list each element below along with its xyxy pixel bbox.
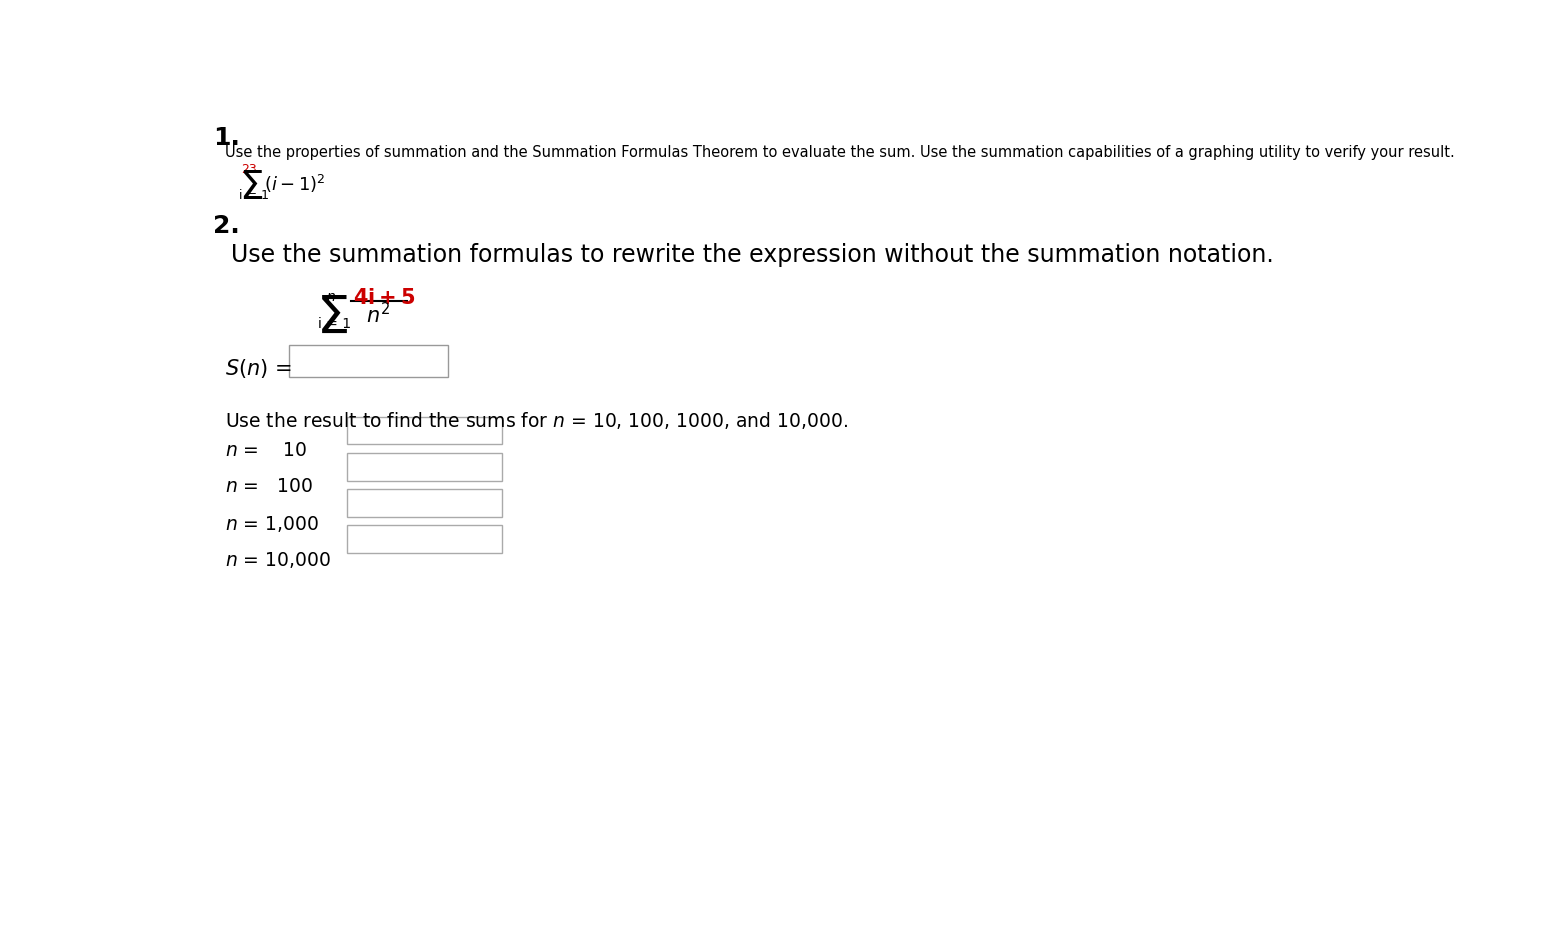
Bar bbox=[347, 525, 502, 553]
Text: $\Sigma$: $\Sigma$ bbox=[317, 293, 348, 345]
Text: 1.: 1. bbox=[213, 125, 240, 149]
Text: $S(n)$ =: $S(n)$ = bbox=[226, 356, 292, 380]
Text: Use the result to find the sums for $n$ = 10, 100, 1000, and 10,000.: Use the result to find the sums for $n$ … bbox=[226, 410, 848, 431]
Bar bbox=[289, 345, 448, 377]
Text: 23: 23 bbox=[241, 163, 257, 177]
Text: $(i - 1)^2$: $(i - 1)^2$ bbox=[263, 173, 326, 195]
Text: $\mathbf{4i + 5}$: $\mathbf{4i + 5}$ bbox=[353, 288, 416, 308]
Text: $\Sigma$: $\Sigma$ bbox=[238, 169, 263, 207]
Text: 2.: 2. bbox=[213, 214, 240, 238]
Text: Use the properties of summation and the Summation Formulas Theorem to evaluate t: Use the properties of summation and the … bbox=[226, 144, 1455, 160]
Text: $n$ = 1,000: $n$ = 1,000 bbox=[226, 514, 320, 534]
Text: $n$ = 10,000: $n$ = 10,000 bbox=[226, 550, 331, 570]
Bar bbox=[347, 417, 502, 445]
Bar bbox=[347, 489, 502, 517]
Text: $n$ =    10: $n$ = 10 bbox=[226, 441, 307, 460]
Text: i = 1: i = 1 bbox=[318, 317, 351, 332]
Text: $n$: $n$ bbox=[326, 290, 336, 304]
Text: $n^2$: $n^2$ bbox=[367, 302, 390, 327]
Text: $n$ =   100: $n$ = 100 bbox=[226, 478, 314, 497]
Text: i = 1: i = 1 bbox=[238, 189, 268, 202]
Bar bbox=[347, 453, 502, 481]
Text: Use the summation formulas to rewrite the expression without the summation notat: Use the summation formulas to rewrite th… bbox=[230, 243, 1273, 267]
